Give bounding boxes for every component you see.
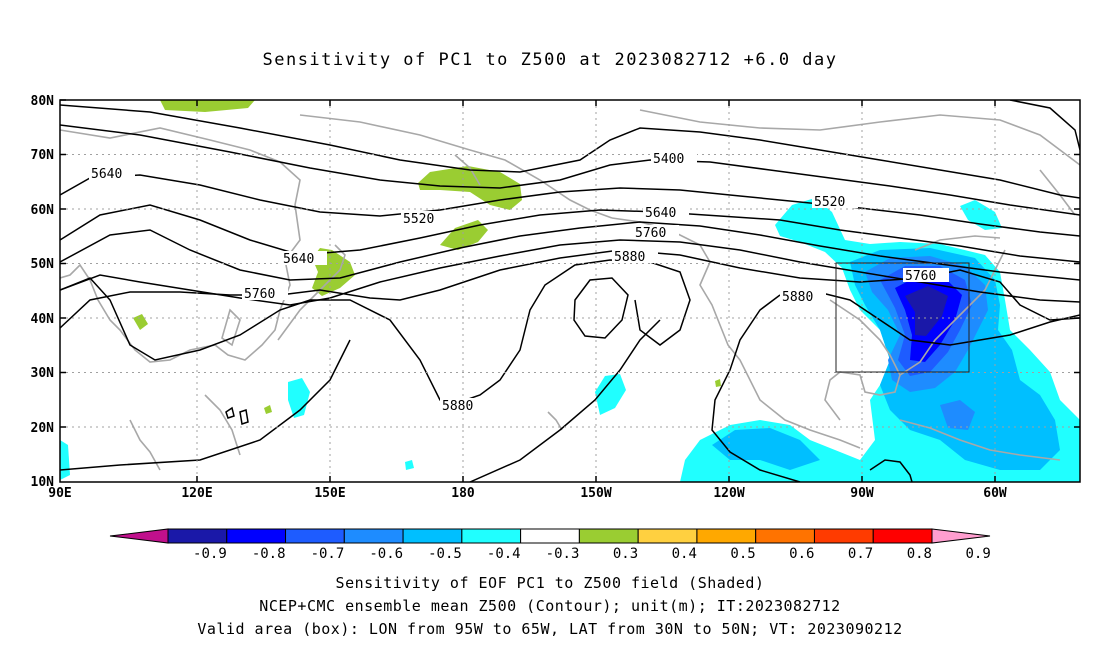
colorbar-swatch [637,528,698,544]
colorbar-swatch [755,528,815,544]
negative-patch [405,460,414,470]
lon-label: 180 [451,486,475,501]
contour-small-loop [225,406,235,419]
lon-label: 90E [48,486,71,501]
z500-contours [60,100,1080,482]
positive-patch [418,166,522,210]
colorbar-swatch [285,528,345,544]
lat-label: 20N [31,421,55,436]
contour-label: 5760 [905,269,936,284]
contour-label: 5760 [635,226,666,241]
negative-patch [960,200,1002,230]
contour-label: 5880 [782,290,813,305]
valid-area-box [835,262,970,373]
colorbar-label: 0.4 [672,546,697,562]
lat-label: 10N [31,475,55,490]
lat-label: 80N [31,94,55,109]
lon-label: 120E [181,486,212,501]
colorbar-arrow-left [109,528,169,544]
colorbar-arrow-right [931,528,991,544]
contour-5880-east2 [779,289,1080,346]
contour-5880-east [711,294,801,482]
contour-label: 5760 [244,287,275,302]
negative-patch [940,400,975,430]
contour-5580 [60,204,1080,263]
contour-labels: 5400 5520 5520 5640 5640 5640 5760 5760 … [89,151,949,414]
negative-patch [905,286,948,336]
colorbar-label: -0.9 [193,546,227,562]
lat-label: 70N [31,148,55,163]
latitude-labels: 80N 70N 60N 50N 40N 30N 20N 10N [31,94,55,490]
contour-label: 5520 [814,195,845,210]
colorbar-label: -0.7 [311,546,345,562]
contour-5880-ring [573,277,629,339]
colorbar-swatch [872,528,933,544]
colorbar-labels: -0.9 -0.8 -0.7 -0.6 -0.5 -0.4 -0.3 0.3 0.4 0.5 0.6… [193,546,991,562]
positive-patch [160,100,255,112]
colorbar-label: -0.3 [546,546,580,562]
map-title: Sensitivity of PC1 to Z500 at 2023082712… [262,50,838,70]
contour-label: 5880 [442,399,473,414]
lon-label: 90W [850,486,874,501]
lon-label: 150W [580,486,611,501]
negative-patch [288,378,310,418]
positive-patch [440,220,488,250]
lat-label: 40N [31,312,55,327]
contour-south-right [869,459,913,482]
contour-label: 5640 [283,252,314,267]
longitude-labels: 90E 120E 150E 180 150W 120W 90W 60W [48,486,1007,501]
colorbar-swatch [402,528,463,544]
colorbar-label: 0.5 [730,546,755,562]
contour-label: 5640 [645,206,676,221]
lat-label: 50N [31,257,55,272]
contour-5460 [60,124,1080,216]
lon-label: 60W [983,486,1007,501]
grid-lines [60,100,1080,482]
negative-patch [595,374,626,415]
colorbar-swatch [167,528,228,544]
contour-label: 5520 [403,212,434,227]
contour-5760 [60,249,1080,329]
contour-5640 [60,221,1080,281]
colorbar-swatch [696,528,757,544]
colorbar-label: 0.6 [789,546,814,562]
contour-small-loop [239,409,249,425]
colorbar-label: -0.6 [369,546,403,562]
colorbar-swatch [461,528,522,544]
colorbar-label: 0.8 [907,546,932,562]
caption-line-3: Valid area (box): LON from 95W to 65W, L… [197,620,903,638]
positive-patch [264,405,272,414]
colorbar-label: -0.5 [428,546,462,562]
contour-5400 [60,104,1080,199]
axis-ticks [60,99,1080,482]
colorbar-label: 0.9 [965,546,990,562]
caption-line-2: NCEP+CMC ensemble mean Z500 (Contour); u… [259,597,841,615]
colorbar-label: -0.8 [252,546,286,562]
caption-line-1: Sensitivity of EOF PC1 to Z500 field (Sh… [335,574,765,592]
colorbar-label: 0.3 [613,546,638,562]
coastlines [60,109,1080,471]
negative-patch [712,428,820,470]
colorbar-swatch [343,528,404,544]
colorbar-label: 0.7 [848,546,873,562]
colorbar-swatch [578,528,639,544]
lon-label: 120W [713,486,744,501]
positive-patch [715,379,721,387]
contour-label: 5640 [91,167,122,182]
colorbar-swatch [226,528,287,544]
plot-frame [59,99,1081,483]
lon-label: 150E [314,486,345,501]
lat-label: 60N [31,203,55,218]
colorbar-swatch [520,528,580,544]
colorbar [109,528,991,544]
colorbar-label: -0.4 [487,546,521,562]
lat-label: 30N [31,366,55,381]
contour-5880-south [60,319,661,482]
contour-label: 5880 [614,250,645,265]
contour-right-loop [1009,100,1080,151]
colorbar-swatch [813,528,874,544]
contour-label: 5400 [653,152,684,167]
contour-5520 [60,174,1080,237]
